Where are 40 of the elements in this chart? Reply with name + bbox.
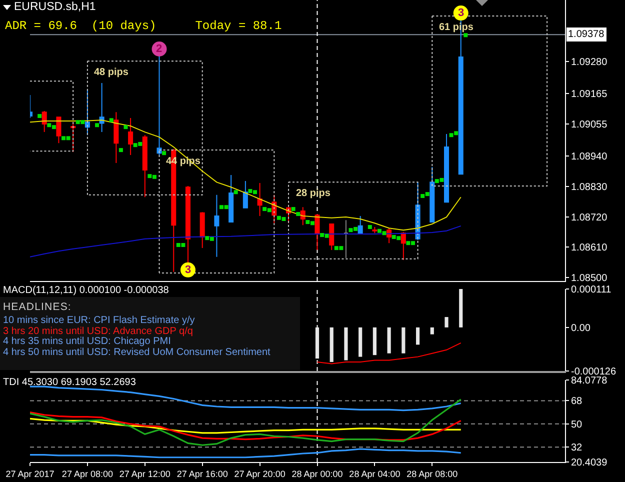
x-tick-label: 28 Apr 00:00 [292,468,343,479]
x-tick-label: 28 Apr 08:00 [406,468,458,479]
annotation: 4 hrs 50 mins until USD: Revised UoM Consumer Sentiment [3,346,270,358]
chart-title: EURUSD.sb,H1 [14,1,96,14]
y-tick-label: 1.08720 [571,212,608,224]
x-tick-label: 27 Apr 16:00 [176,468,228,479]
annotation: ADR = 69.6 (10 days) [5,19,156,33]
annotation: HEADLINES: [3,301,72,313]
y-tick-label: 84.0778 [571,376,608,386]
chart-title: TDI 45.3030 69.1903 52.2693 [3,377,136,388]
annotation: 28 pips [296,188,331,199]
chart-title: MACD(11,12,11) 0.000100 -0.000038 [3,285,169,296]
y-tick-label: 0.00 [571,322,591,334]
y-tick-label: 1.08940 [571,151,608,162]
x-tick-label: 27 Apr 2017 [6,468,54,479]
y-tick-label: 50 [571,419,583,430]
y-tick-label: 1.08830 [571,182,608,193]
y-tick-label: 1.09165 [571,89,608,100]
y-tick-label: 68 [571,396,583,408]
y-tick-label: -0.000126 [571,366,616,378]
x-tick-label: 27 Apr 12:00 [119,468,170,479]
annotation: 2 [156,43,162,55]
annotation: 4 hrs 35 mins until USD: Chicago PMI [3,336,171,347]
annotation: 3 [458,7,464,19]
y-tick-label: 20.4039 [571,458,608,468]
annotation: Today = 88.1 [195,19,282,33]
y-tick-label: 1.08610 [571,242,608,254]
y-tick-label: 0.000111 [571,284,612,296]
x-tick-label: 27 Apr 08:00 [62,468,113,479]
y-tick-label: 32 [571,442,583,454]
y-tick-label: 1.09055 [571,120,608,131]
x-tick-label: 27 Apr 20:00 [234,468,286,479]
annotation: 3 [185,264,192,276]
y-tick-label: 1.08500 [571,273,608,284]
ref-line-label: 1.09378 [568,29,605,40]
annotation: 48 pips [94,67,129,78]
annotation: 10 mins since EUR: CPI Flash Estimate y/y [3,315,195,326]
y-tick-label: 1.09280 [571,57,608,68]
x-tick-label: 28 Apr 04:00 [349,468,400,479]
annotation: 3 hrs 20 mins until USD: Advance GDP q/q [3,326,193,336]
